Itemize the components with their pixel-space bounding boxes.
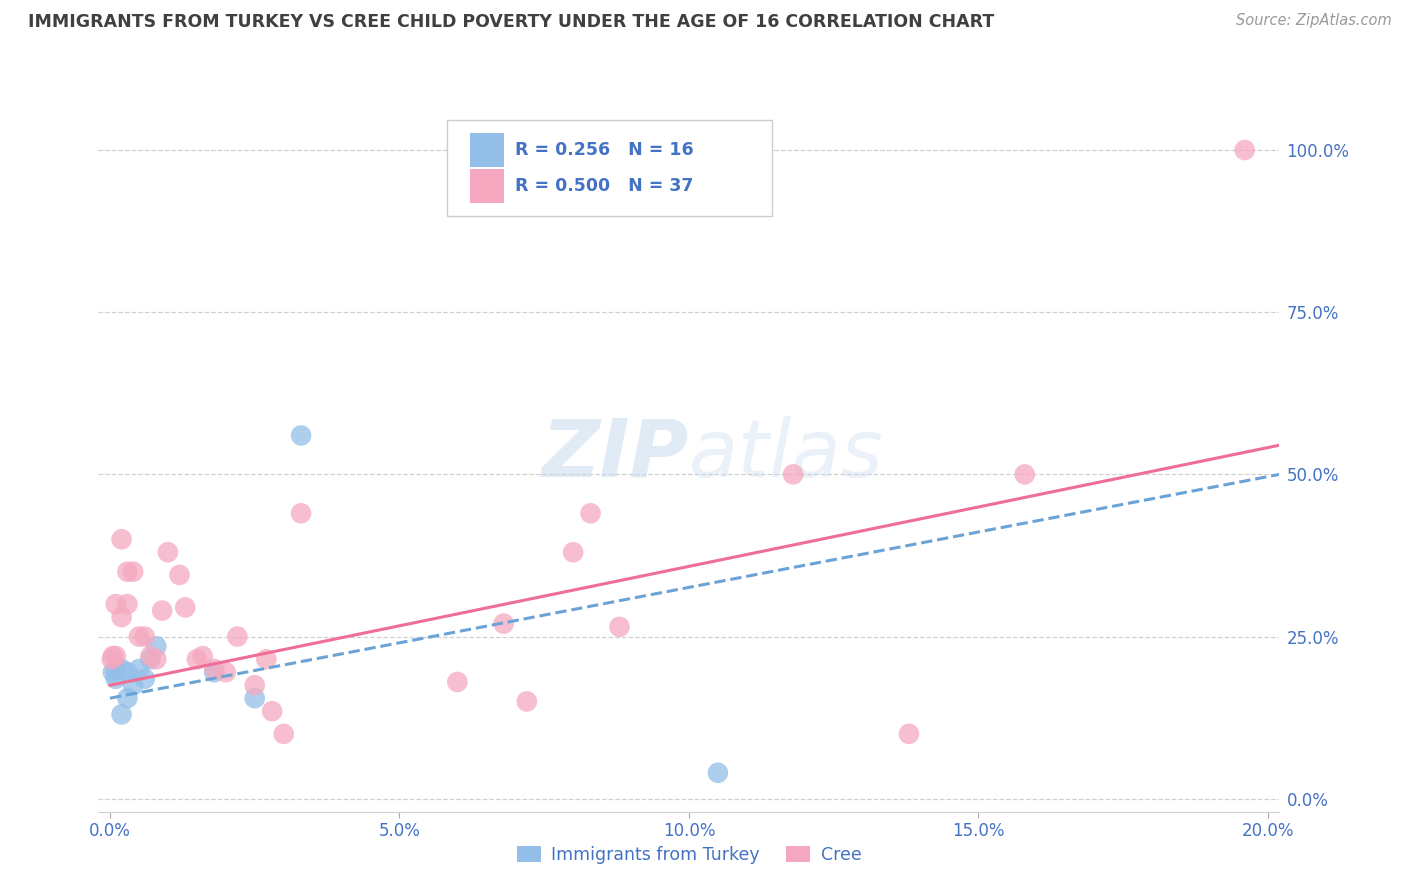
Point bbox=[110, 707, 132, 722]
Point bbox=[215, 665, 238, 680]
Point bbox=[243, 691, 266, 706]
Point bbox=[117, 597, 139, 611]
Text: R = 0.500   N = 37: R = 0.500 N = 37 bbox=[516, 177, 693, 194]
Point bbox=[100, 652, 122, 666]
Point bbox=[707, 765, 730, 780]
Text: atlas: atlas bbox=[689, 416, 884, 494]
Point bbox=[492, 616, 515, 631]
Point bbox=[104, 662, 127, 676]
Point bbox=[150, 604, 173, 618]
Point bbox=[202, 665, 225, 680]
Point bbox=[117, 665, 139, 680]
Point bbox=[262, 704, 284, 718]
Point bbox=[290, 506, 312, 520]
FancyBboxPatch shape bbox=[471, 169, 503, 203]
Point bbox=[134, 672, 156, 686]
Point bbox=[134, 630, 156, 644]
Point bbox=[139, 648, 162, 663]
Text: IMMIGRANTS FROM TURKEY VS CREE CHILD POVERTY UNDER THE AGE OF 16 CORRELATION CHA: IMMIGRANTS FROM TURKEY VS CREE CHILD POV… bbox=[28, 13, 994, 31]
Point bbox=[273, 727, 295, 741]
Point bbox=[122, 678, 145, 692]
FancyBboxPatch shape bbox=[471, 133, 503, 168]
Point bbox=[156, 545, 179, 559]
Point bbox=[202, 662, 225, 676]
Point bbox=[101, 665, 124, 680]
Point bbox=[110, 610, 132, 624]
Text: Source: ZipAtlas.com: Source: ZipAtlas.com bbox=[1236, 13, 1392, 29]
Point bbox=[145, 652, 167, 666]
Point bbox=[139, 652, 162, 666]
Point bbox=[128, 630, 150, 644]
Point bbox=[122, 565, 145, 579]
Point bbox=[145, 640, 167, 654]
Point bbox=[562, 545, 585, 559]
Point bbox=[117, 691, 139, 706]
Point bbox=[516, 694, 538, 708]
Point bbox=[290, 428, 312, 442]
Point bbox=[110, 533, 132, 547]
Point bbox=[897, 727, 920, 741]
Point bbox=[101, 648, 124, 663]
Point bbox=[782, 467, 804, 482]
Text: R = 0.256   N = 16: R = 0.256 N = 16 bbox=[516, 141, 695, 159]
Point bbox=[104, 648, 127, 663]
Point bbox=[174, 600, 197, 615]
Point bbox=[110, 662, 132, 676]
Point bbox=[609, 620, 631, 634]
Point bbox=[1233, 143, 1256, 157]
Point bbox=[104, 672, 127, 686]
Point bbox=[226, 630, 249, 644]
Point bbox=[254, 652, 277, 666]
FancyBboxPatch shape bbox=[447, 120, 772, 216]
Point bbox=[243, 678, 266, 692]
Point bbox=[191, 648, 214, 663]
Point bbox=[446, 675, 468, 690]
Point bbox=[186, 652, 208, 666]
Point bbox=[128, 662, 150, 676]
Text: ZIP: ZIP bbox=[541, 416, 689, 494]
Point bbox=[169, 568, 191, 582]
Point bbox=[104, 597, 127, 611]
Legend: Immigrants from Turkey, Cree: Immigrants from Turkey, Cree bbox=[509, 838, 869, 871]
Point bbox=[117, 565, 139, 579]
Point bbox=[1014, 467, 1036, 482]
Point bbox=[579, 506, 602, 520]
